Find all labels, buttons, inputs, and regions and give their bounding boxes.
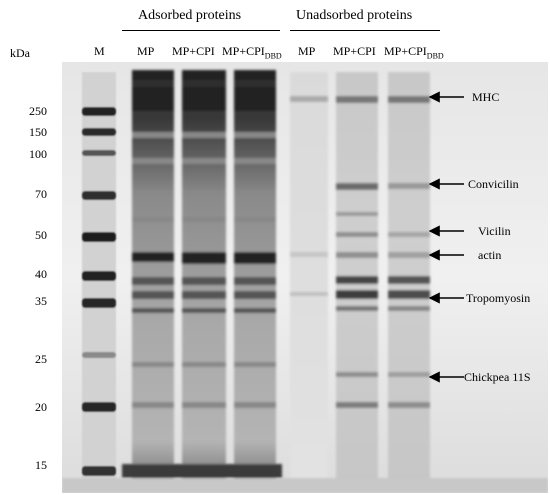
lane-label-mp-adsorbed: MP [137, 44, 155, 58]
lane-label-mpcpi-unadsorbed: MP+CPI [333, 44, 376, 58]
annotation-actin: actin [478, 248, 502, 262]
annotation-vicilin: Vicilin [478, 224, 511, 238]
lane-label-mp-unadsorbed: MP [298, 44, 316, 58]
kda-label-150: 150 [29, 125, 47, 139]
marker-lane [82, 72, 116, 482]
annotation-tropomyosin: Tropomyosin [466, 291, 531, 305]
lane-label-mpcpi-dbd-adsorbed: MP+CPIDBD [222, 44, 282, 61]
kda-label-15: 15 [35, 458, 47, 472]
kda-unit-label: kDa [10, 46, 30, 60]
annotation-chickpea-11s: Chickpea 11S [464, 370, 531, 384]
kda-label-100: 100 [29, 147, 47, 161]
kda-label-70: 70 [35, 187, 47, 201]
adsorbed-header-rule [122, 30, 280, 31]
kda-label-20: 20 [35, 400, 47, 414]
kda-label-40: 40 [35, 267, 47, 281]
kda-label-50: 50 [35, 228, 47, 242]
unadsorbed-lanes [290, 72, 430, 482]
unadsorbed-header-rule [290, 30, 440, 31]
adsorbed-header: Adsorbed proteins [138, 8, 242, 23]
kda-label-250: 250 [29, 104, 47, 118]
dbd-subscript: DBD [426, 51, 444, 61]
dbd-subscript: DBD [264, 51, 282, 61]
annotation-mhc: MHC [472, 90, 500, 104]
adsorbed-lanes [122, 70, 282, 482]
kda-label-25: 25 [35, 352, 47, 366]
lane-label-mpcpi-adsorbed: MP+CPI [172, 44, 215, 58]
annotation-arrows [428, 91, 464, 383]
kda-label-35: 35 [35, 294, 47, 308]
unadsorbed-header: Unadsorbed proteins [296, 8, 413, 23]
dye-front [62, 478, 548, 493]
lane-label-mpcpi-dbd-unadsorbed: MP+CPIDBD [384, 44, 444, 61]
annotation-convicilin: Convicilin [468, 177, 519, 191]
sds-page-gel-image [62, 62, 548, 493]
lane-label-marker: M [94, 44, 105, 58]
